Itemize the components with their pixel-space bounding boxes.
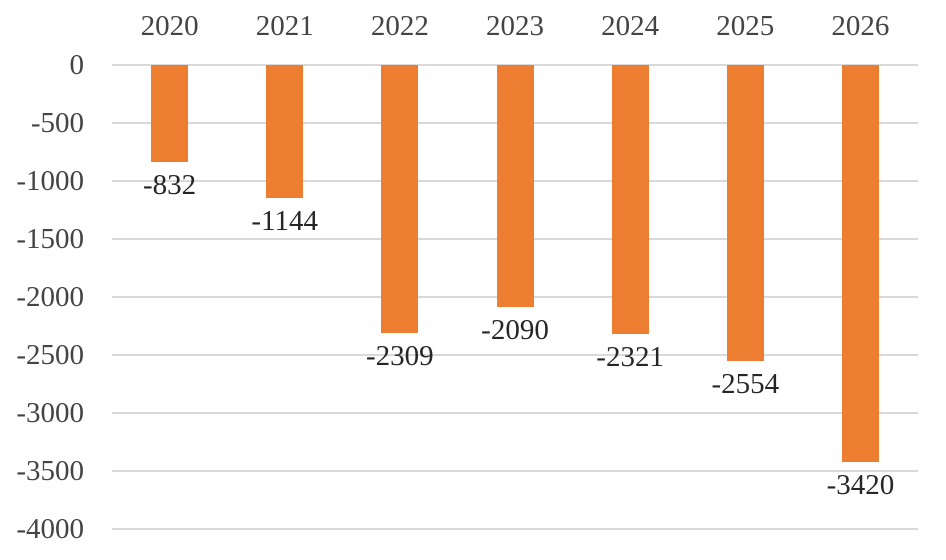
- y-axis-tick-label: -2500: [16, 339, 84, 371]
- bar-data-label: -2321: [596, 341, 664, 374]
- y-axis-tick-label: 0: [69, 49, 85, 81]
- bar-data-label: -3420: [826, 468, 895, 501]
- x-axis-category-label: 2023: [485, 10, 544, 42]
- bar-2025: [726, 65, 764, 362]
- bar-data-label: -832: [142, 168, 197, 201]
- bar-2022: [381, 65, 419, 333]
- y-axis-tick-label: -4000: [16, 513, 84, 545]
- y-axis-tick-label: -3500: [16, 455, 84, 487]
- bar-2021: [266, 65, 304, 198]
- bar-data-label: -1144: [251, 204, 318, 237]
- x-axis-category-label: 2022: [370, 10, 429, 42]
- gridline: [112, 470, 918, 472]
- y-axis-tick-label: -2000: [16, 281, 84, 313]
- gridline: [112, 354, 918, 356]
- bar-2020: [151, 65, 189, 162]
- y-axis-tick-label: -3000: [16, 397, 84, 429]
- bar-data-label: -2309: [366, 339, 434, 372]
- y-axis-tick-label: -1500: [16, 223, 84, 255]
- bar-2023: [496, 65, 534, 308]
- x-axis-category-label: 2021: [255, 10, 314, 42]
- x-axis-category-label: 2020: [140, 10, 199, 42]
- gridline: [112, 528, 918, 530]
- x-axis-category-label: 2024: [601, 10, 660, 42]
- bar-data-label: -2090: [481, 314, 549, 347]
- y-axis-tick-label: -500: [30, 107, 84, 139]
- bar-data-label: -2554: [711, 368, 780, 401]
- x-axis-category-label: 2026: [831, 10, 890, 42]
- bar-2026: [841, 65, 879, 462]
- x-axis-category-label: 2025: [716, 10, 775, 42]
- y-axis-tick-label: -1000: [16, 165, 84, 197]
- bar-2024: [611, 65, 649, 335]
- gridline: [112, 412, 918, 414]
